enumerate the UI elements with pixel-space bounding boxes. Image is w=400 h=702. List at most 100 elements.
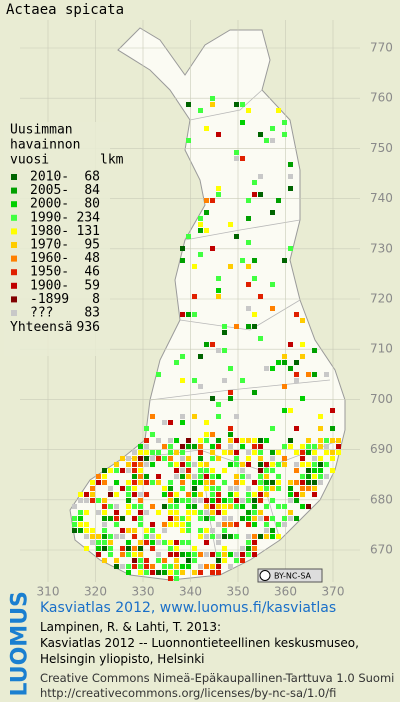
record-square <box>180 258 185 263</box>
record-square <box>240 258 245 263</box>
record-square <box>240 480 245 485</box>
record-square <box>168 576 173 581</box>
record-square <box>246 462 251 467</box>
record-square <box>150 504 155 509</box>
record-square <box>234 474 239 479</box>
record-square <box>222 552 227 557</box>
record-square <box>174 450 179 455</box>
record-square <box>234 150 239 155</box>
record-square <box>186 504 191 509</box>
record-square <box>204 486 209 491</box>
record-square <box>246 108 251 113</box>
record-square <box>270 528 275 533</box>
record-square <box>270 486 275 491</box>
record-square <box>252 510 257 515</box>
record-square <box>150 540 155 545</box>
record-square <box>144 426 149 431</box>
record-square <box>276 108 281 113</box>
record-square <box>306 438 311 443</box>
record-square <box>162 564 167 569</box>
record-square <box>300 504 305 509</box>
record-square <box>144 456 149 461</box>
record-square <box>264 486 269 491</box>
record-square <box>180 480 185 485</box>
record-square <box>180 420 185 425</box>
record-square <box>318 480 323 485</box>
record-square <box>156 558 161 563</box>
record-square <box>204 498 209 503</box>
record-square <box>306 474 311 479</box>
record-square <box>222 468 227 473</box>
record-square <box>144 528 149 533</box>
record-square <box>156 570 161 575</box>
record-square <box>282 258 287 263</box>
record-square <box>246 264 251 269</box>
record-square <box>150 456 155 461</box>
record-square <box>282 408 287 413</box>
record-square <box>96 510 101 515</box>
record-square <box>126 564 131 569</box>
y-tick-label: 760 <box>370 91 393 105</box>
record-square <box>132 486 137 491</box>
record-square <box>174 462 179 467</box>
record-square <box>96 498 101 503</box>
record-square <box>216 414 221 419</box>
record-square <box>252 522 257 527</box>
record-square <box>192 444 197 449</box>
record-square <box>324 438 329 443</box>
record-square <box>210 564 215 569</box>
record-square <box>252 480 257 485</box>
record-square <box>330 426 335 431</box>
record-square <box>198 456 203 461</box>
record-square <box>252 492 257 497</box>
record-square <box>198 474 203 479</box>
record-square <box>228 492 233 497</box>
record-square <box>96 552 101 557</box>
record-square <box>258 498 263 503</box>
record-square <box>132 492 137 497</box>
record-square <box>330 456 335 461</box>
map-title: Actaea spicata <box>6 2 124 18</box>
record-square <box>204 564 209 569</box>
record-square <box>198 516 203 521</box>
record-square <box>162 540 167 545</box>
record-square <box>258 294 263 299</box>
record-square <box>180 552 185 557</box>
record-square <box>240 516 245 521</box>
record-square <box>288 480 293 485</box>
record-square <box>258 516 263 521</box>
record-square <box>252 324 257 329</box>
record-square <box>246 456 251 461</box>
record-square <box>264 468 269 473</box>
record-square <box>150 414 155 419</box>
record-square <box>240 462 245 467</box>
record-square <box>180 540 185 545</box>
record-square <box>126 492 131 497</box>
record-square <box>228 366 233 371</box>
record-square <box>276 474 281 479</box>
legend-swatch <box>11 269 17 276</box>
record-square <box>318 438 323 443</box>
record-square <box>216 564 221 569</box>
record-square <box>168 492 173 497</box>
record-square <box>294 426 299 431</box>
record-square <box>138 498 143 503</box>
record-square <box>198 228 203 233</box>
record-square <box>240 498 245 503</box>
record-square <box>240 558 245 563</box>
record-square <box>252 444 257 449</box>
record-square <box>234 156 239 161</box>
record-square <box>102 558 107 563</box>
record-square <box>336 438 341 443</box>
record-square <box>78 510 83 515</box>
legend-swatch <box>11 187 17 194</box>
record-square <box>192 570 197 575</box>
record-square <box>264 516 269 521</box>
record-square <box>138 570 143 575</box>
record-square <box>264 138 269 143</box>
record-square <box>180 444 185 449</box>
record-square <box>222 498 227 503</box>
record-square <box>168 552 173 557</box>
record-square <box>216 186 221 191</box>
record-square <box>156 510 161 515</box>
